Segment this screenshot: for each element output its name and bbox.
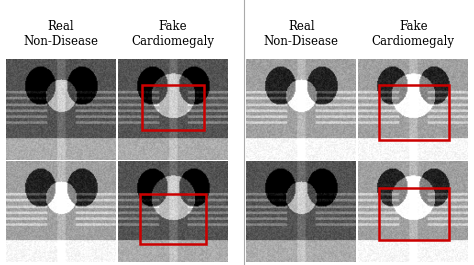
- Bar: [379, 85, 449, 140]
- Text: Real
Non-Disease: Real Non-Disease: [264, 20, 339, 48]
- Text: Fake
Cardiomegaly: Fake Cardiomegaly: [131, 20, 214, 48]
- Bar: [143, 85, 204, 130]
- Text: Fake
Cardiomegaly: Fake Cardiomegaly: [372, 20, 455, 48]
- Bar: [379, 188, 449, 240]
- Text: Real
Non-Disease: Real Non-Disease: [23, 20, 98, 48]
- Bar: [140, 194, 206, 244]
